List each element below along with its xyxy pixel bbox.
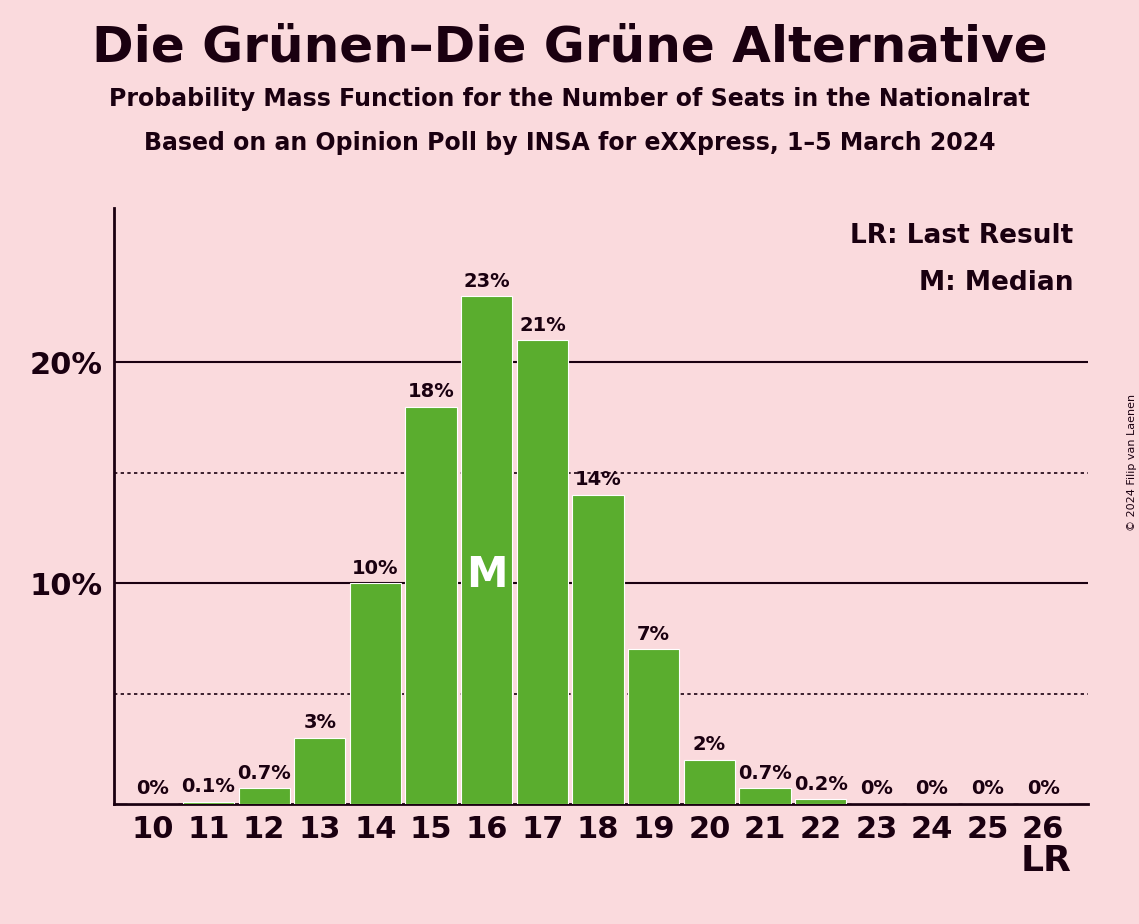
Text: 2%: 2% — [693, 736, 726, 754]
Text: 0%: 0% — [916, 779, 949, 798]
Text: Die Grünen–Die Grüne Alternative: Die Grünen–Die Grüne Alternative — [91, 23, 1048, 71]
Text: 0.1%: 0.1% — [181, 777, 236, 796]
Text: LR: LR — [1021, 844, 1071, 878]
Text: 0%: 0% — [860, 779, 893, 798]
Text: 0.7%: 0.7% — [237, 764, 292, 783]
Text: 0.7%: 0.7% — [738, 764, 792, 783]
Bar — [461, 297, 513, 804]
Bar — [795, 799, 846, 804]
Text: 0%: 0% — [1026, 779, 1059, 798]
Text: 3%: 3% — [303, 713, 336, 732]
Bar — [517, 340, 568, 804]
Text: 21%: 21% — [519, 316, 566, 334]
Text: LR: Last Result: LR: Last Result — [850, 223, 1073, 249]
Text: Probability Mass Function for the Number of Seats in the Nationalrat: Probability Mass Function for the Number… — [109, 87, 1030, 111]
Text: © 2024 Filip van Laenen: © 2024 Filip van Laenen — [1126, 394, 1137, 530]
Text: M: Median: M: Median — [919, 271, 1073, 297]
Bar — [739, 788, 790, 804]
Bar — [405, 407, 457, 804]
Bar — [183, 802, 235, 804]
Text: 0.2%: 0.2% — [794, 775, 847, 794]
Bar — [573, 495, 624, 804]
Text: Based on an Opinion Poll by INSA for eXXpress, 1–5 March 2024: Based on an Opinion Poll by INSA for eXX… — [144, 131, 995, 155]
Bar — [683, 760, 735, 804]
Bar — [628, 650, 679, 804]
Bar — [294, 737, 345, 804]
Bar — [350, 583, 401, 804]
Bar — [238, 788, 289, 804]
Text: 0%: 0% — [137, 779, 170, 798]
Text: 10%: 10% — [352, 559, 399, 578]
Text: 18%: 18% — [408, 382, 454, 401]
Text: 0%: 0% — [972, 779, 1003, 798]
Text: M: M — [466, 554, 508, 596]
Text: 14%: 14% — [575, 470, 622, 490]
Text: 7%: 7% — [637, 625, 670, 644]
Text: 23%: 23% — [464, 272, 510, 291]
